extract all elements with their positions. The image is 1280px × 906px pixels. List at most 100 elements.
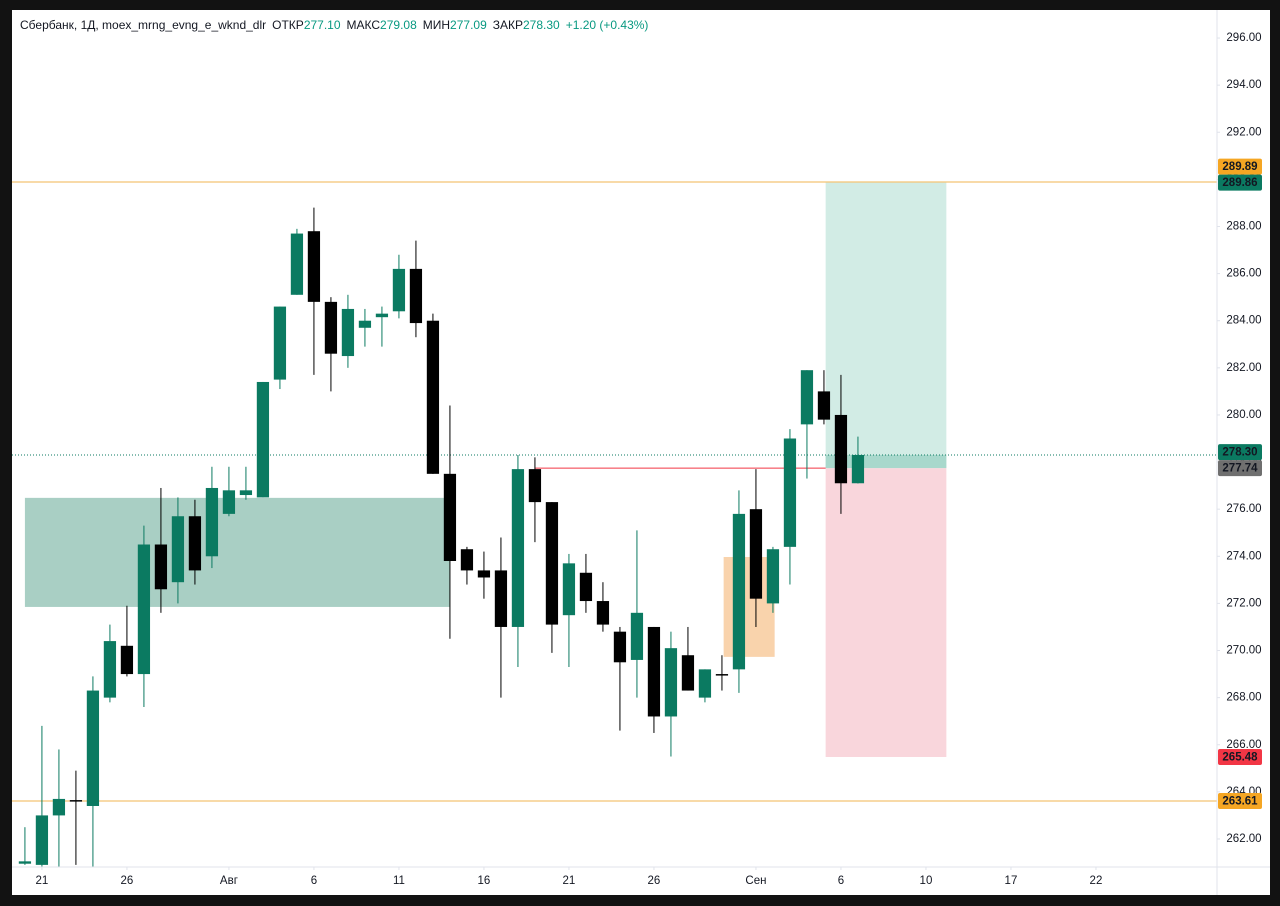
candle-body — [596, 601, 610, 625]
candle-body — [477, 570, 491, 578]
field-value: 278.30 — [523, 18, 560, 32]
candle-body — [851, 454, 865, 484]
candle-body — [392, 268, 406, 312]
y-tick-label: 280.00 — [1226, 409, 1261, 421]
candle-body — [341, 308, 355, 357]
candle-body — [613, 631, 627, 663]
candle-body — [205, 487, 219, 557]
candle-body — [664, 648, 678, 717]
field-label: ОТКР — [272, 18, 304, 32]
y-tick-label: 284.00 — [1226, 315, 1261, 327]
candle-body — [800, 370, 814, 425]
candle-body — [171, 516, 185, 583]
candle-body — [630, 612, 644, 660]
candle-body — [834, 414, 848, 484]
y-tick-label: 268.00 — [1226, 692, 1261, 704]
candle-body — [732, 513, 746, 670]
price-tag-label: 289.89 — [1222, 161, 1257, 173]
candle-body — [562, 563, 576, 616]
x-tick-label: 26 — [648, 875, 661, 887]
y-tick-label: 276.00 — [1226, 503, 1261, 515]
candle-body — [766, 549, 780, 604]
field-label: ЗАКР — [493, 18, 523, 32]
x-tick-label: 11 — [393, 875, 405, 887]
y-tick-label: 270.00 — [1226, 645, 1261, 657]
x-tick-label: 21 — [563, 875, 576, 887]
field-label: МАКС — [347, 18, 381, 32]
candle-body — [579, 572, 593, 602]
candle-body — [222, 490, 236, 514]
plot — [12, 181, 1217, 868]
candle-body — [545, 502, 559, 625]
candle-body — [256, 381, 270, 498]
y-tick-label: 296.00 — [1226, 32, 1261, 44]
candle-body — [409, 268, 423, 324]
y-tick-label: 282.00 — [1226, 362, 1261, 374]
candle-body — [86, 690, 100, 806]
candle-body — [239, 490, 253, 496]
y-tick-label: 292.00 — [1226, 126, 1261, 138]
candle-body — [749, 509, 763, 599]
y-tick-label: 294.00 — [1226, 79, 1261, 91]
price-tag — [1218, 460, 1262, 477]
header: Сбербанк, 1Д, moex_mrng_evng_e_wknd_dlr О… — [20, 18, 648, 32]
candle-body — [69, 800, 83, 802]
candle-body — [443, 473, 457, 561]
y-tick-label: 266.00 — [1226, 739, 1261, 751]
candle-body — [103, 641, 117, 698]
price-tag-label: 263.61 — [1222, 796, 1258, 808]
price-tag-label: 265.48 — [1222, 752, 1258, 764]
candle-body — [35, 815, 49, 865]
price-tag-label: 278.30 — [1222, 447, 1257, 459]
candle-body — [18, 861, 32, 864]
x-tick-label: 6 — [838, 875, 844, 887]
candle-body — [817, 391, 831, 420]
field-value: 277.09 — [450, 18, 487, 32]
y-tick-label: 288.00 — [1226, 221, 1261, 233]
field-value: 279.08 — [380, 18, 417, 32]
candle-body — [426, 320, 440, 474]
price-tag — [1218, 748, 1262, 765]
x-tick-label: Сен — [745, 875, 766, 887]
candle-body — [290, 233, 304, 295]
candle-body — [715, 674, 729, 676]
price-tag-label: 289.86 — [1222, 177, 1257, 189]
candle-body — [783, 438, 797, 547]
candle-body — [188, 516, 202, 571]
x-tick-label: 10 — [920, 875, 933, 887]
candle-body — [681, 655, 695, 691]
x-tick-label: 16 — [478, 875, 491, 887]
zone — [24, 497, 450, 607]
chart-background — [12, 10, 1270, 895]
candle-body — [460, 549, 474, 571]
y-tick-label: 272.00 — [1226, 597, 1261, 609]
price-tag — [1218, 174, 1262, 191]
candle-body — [528, 469, 542, 503]
candle-body — [120, 645, 134, 675]
candle-body — [154, 544, 168, 590]
candle-body — [494, 570, 508, 627]
zone — [825, 468, 947, 757]
candle-body — [273, 306, 287, 380]
candle-body — [137, 544, 151, 675]
field-value: 277.10 — [304, 18, 341, 32]
zone — [723, 556, 775, 657]
candle-body — [647, 626, 661, 717]
candle-body — [307, 231, 321, 302]
x-tick-label: 26 — [121, 875, 134, 887]
y-tick-label: 262.00 — [1226, 833, 1261, 845]
price-tag-label: 277.74 — [1222, 463, 1258, 475]
y-tick-label: 274.00 — [1226, 550, 1261, 562]
candle-body — [698, 669, 712, 698]
price-tag — [1218, 793, 1262, 810]
x-tick-label: 21 — [36, 875, 49, 887]
x-tick-label: Авг — [220, 875, 238, 887]
candle-body — [358, 320, 372, 328]
candle-body — [511, 469, 525, 627]
x-tick-label: 17 — [1005, 875, 1018, 887]
symbol: Сбербанк, 1Д, moex_mrng_evng_e_wknd_dlr — [20, 18, 266, 32]
field-label: МИН — [423, 18, 450, 32]
change: +1.20 (+0.43%) — [566, 18, 649, 32]
